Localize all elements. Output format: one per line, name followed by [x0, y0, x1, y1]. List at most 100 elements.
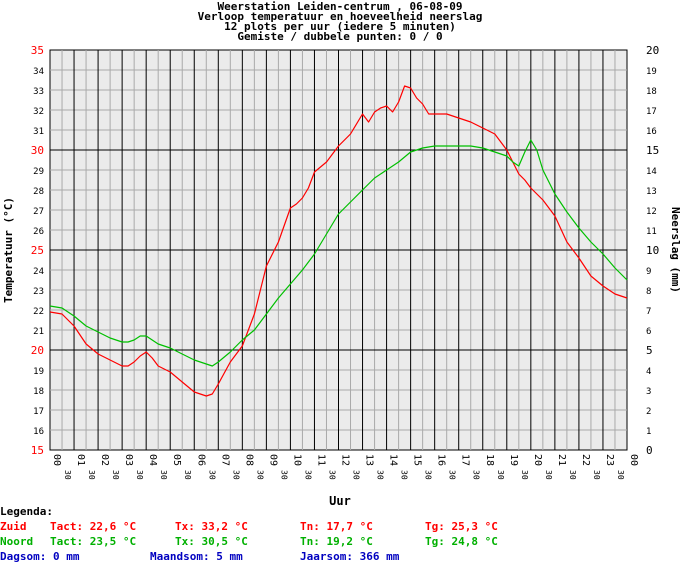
x-axis-label: Uur [329, 494, 351, 508]
x-tick-label-half: 30 [327, 470, 336, 480]
x-tick-label-hour: 00 [628, 454, 639, 466]
x-tick-label-hour: 23 [604, 454, 615, 466]
left-tick-label: 34 [33, 67, 44, 77]
legend-zuid-tn: Tn: 17,7 °C [300, 520, 373, 533]
left-tick-label: 16 [33, 427, 44, 437]
legend-zuid-tx: Tx: 33,2 °C [175, 520, 248, 533]
x-tick-label-half: 30 [448, 470, 457, 480]
x-tick-label-hour: 18 [484, 454, 495, 466]
right-tick-label: 6 [646, 327, 651, 337]
legend-zuid-tg: Tg: 25,3 °C [425, 520, 498, 533]
left-axis: 15 16 17 18 19 20 21 22 23 24 25 26 27 28 29 30 31 32 33 34… [31, 44, 44, 457]
legend-noord-tact: Tact: 23,5 °C [50, 535, 137, 548]
x-tick-label-hour: 02 [99, 454, 110, 466]
left-tick-label: 27 [33, 207, 44, 217]
legend-noord-name: Noord [0, 535, 34, 548]
x-tick-label-hour: 17 [460, 454, 471, 466]
x-tick-label-hour: 05 [171, 454, 182, 466]
right-tick-label: 0 [646, 444, 653, 457]
x-tick-label-hour: 15 [412, 454, 423, 466]
right-tick-label: 8 [646, 287, 651, 297]
right-tick-label: 13 [646, 187, 657, 197]
right-tick-label: 3 [646, 387, 651, 397]
x-tick-label-hour: 11 [315, 454, 326, 466]
left-tick-label: 21 [33, 327, 44, 337]
left-tick-label: 31 [33, 127, 44, 137]
x-tick-label-hour: 16 [436, 454, 447, 466]
left-tick-label: 25 [31, 244, 44, 257]
x-tick-label-half: 30 [352, 470, 361, 480]
left-tick-label: 18 [33, 387, 44, 397]
left-tick-label: 23 [33, 287, 44, 297]
x-tick-label-half: 30 [183, 470, 192, 480]
x-tick-label-hour: 04 [147, 454, 158, 466]
left-tick-label: 28 [33, 187, 44, 197]
right-tick-label: 18 [646, 87, 657, 97]
left-axis-label: Temperatuur (°C) [2, 197, 15, 303]
left-tick-label: 35 [31, 44, 44, 57]
x-tick-label-half: 30 [472, 470, 481, 480]
right-tick-label: 11 [646, 227, 657, 237]
left-tick-label: 22 [33, 307, 44, 317]
x-axis: 0030013002300330043005300630073008300930… [51, 454, 639, 480]
x-tick-label-half: 30 [63, 470, 72, 480]
right-tick-label: 15 [646, 144, 659, 157]
right-tick-label: 12 [646, 207, 657, 217]
x-tick-label-hour: 13 [364, 454, 375, 466]
x-tick-label-half: 30 [303, 470, 312, 480]
series-group [49, 85, 628, 397]
x-tick-label-hour: 22 [580, 454, 591, 466]
x-tick-label-hour: 09 [267, 454, 278, 466]
x-tick-label-half: 30 [424, 470, 433, 480]
legend-title: Legenda: [0, 505, 53, 518]
x-tick-label-half: 30 [592, 470, 601, 480]
x-tick-label-half: 30 [207, 470, 216, 480]
x-tick-label-hour: 07 [219, 454, 230, 466]
x-tick-label-half: 30 [400, 470, 409, 480]
right-tick-label: 16 [646, 127, 657, 137]
x-tick-label-hour: 21 [556, 454, 567, 466]
legend-zuid-tact: Tact: 22,6 °C [50, 520, 137, 533]
x-tick-label-half: 30 [376, 470, 385, 480]
left-tick-label: 19 [33, 367, 44, 377]
legend-noord-tn: Tn: 19,2 °C [300, 535, 373, 548]
chart-title-line2: Verloop temperatuur en hoeveelheid neers… [198, 10, 483, 23]
left-tick-label: 29 [33, 167, 44, 177]
left-tick-label: 30 [31, 144, 44, 157]
x-tick-label-half: 30 [87, 470, 96, 480]
x-tick-label-half: 30 [135, 470, 144, 480]
legend-noord-tx: Tx: 30,5 °C [175, 535, 248, 548]
chart-title-line1: Weerstation Leiden-centrum , 06-08-09 [217, 0, 462, 13]
series-line-zuid [49, 85, 628, 397]
right-tick-label: 9 [646, 267, 651, 277]
x-tick-label-hour: 20 [532, 454, 543, 466]
right-tick-label: 19 [646, 67, 657, 77]
x-tick-label-half: 30 [616, 470, 625, 480]
legend-zuid-name: Zuid [0, 520, 27, 533]
x-tick-label-hour: 08 [243, 454, 254, 466]
x-tick-label-hour: 10 [291, 454, 302, 466]
right-tick-label: 5 [646, 344, 653, 357]
x-tick-label-hour: 00 [51, 454, 62, 466]
left-tick-label: 17 [33, 407, 44, 417]
x-tick-label-half: 30 [255, 470, 264, 480]
grid [50, 50, 627, 450]
legend-maandsom: Maandsom: 5 mm [150, 550, 243, 563]
right-tick-label: 4 [646, 367, 651, 377]
left-tick-label: 33 [33, 87, 44, 97]
x-tick-label-hour: 06 [195, 454, 206, 466]
x-tick-label-half: 30 [111, 470, 120, 480]
right-tick-label: 2 [646, 407, 651, 417]
x-tick-label-hour: 01 [75, 454, 86, 466]
legend-jaarsom: Jaarsom: 366 mm [300, 550, 400, 563]
x-tick-label-half: 30 [496, 470, 505, 480]
left-tick-label: 24 [33, 267, 44, 277]
left-tick-label: 32 [33, 107, 44, 117]
right-tick-label: 10 [646, 244, 659, 257]
right-axis-label: Neerslag (mm) [669, 207, 680, 293]
x-tick-label-hour: 19 [508, 454, 519, 466]
x-tick-label-hour: 03 [123, 454, 134, 466]
x-tick-label-half: 30 [544, 470, 553, 480]
